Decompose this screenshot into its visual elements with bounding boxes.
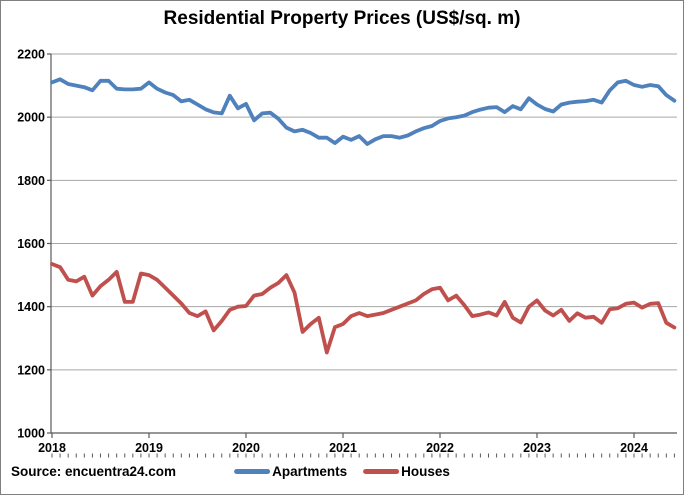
y-axis-label: 1400 <box>17 300 45 314</box>
x-axis-label: 2022 <box>426 441 454 455</box>
x-axis-label: 2023 <box>523 441 551 455</box>
x-axis-label: 2019 <box>135 441 163 455</box>
legend-label-houses: Houses <box>401 464 450 479</box>
legend-label-apartments: Apartments <box>272 464 348 479</box>
legend-item-houses: Houses <box>363 464 450 479</box>
chart-title: Residential Property Prices (US$/sq. m) <box>163 8 521 29</box>
y-axis-label: 2000 <box>17 111 45 125</box>
y-axis-label: 2200 <box>17 48 45 62</box>
source-credit: Source: encuentra24.com <box>11 464 177 479</box>
y-axis-label: 1800 <box>17 174 45 188</box>
houses-series-line <box>50 262 677 355</box>
chart-legend: Apartments Houses <box>234 464 450 479</box>
apartments-series-line <box>50 77 677 146</box>
x-axis-label: 2018 <box>38 441 66 455</box>
x-axis-label: 2020 <box>232 441 260 455</box>
apartments-line-swatch-icon <box>234 469 271 474</box>
y-axis-label: 1200 <box>17 363 45 377</box>
legend-item-apartments: Apartments <box>234 464 347 479</box>
houses-line-swatch-icon <box>363 469 400 474</box>
y-axis-label: 1600 <box>17 237 45 251</box>
x-axis-label: 2021 <box>329 441 357 455</box>
x-axis-label: 2024 <box>620 441 648 455</box>
y-axis-label: 1000 <box>17 427 45 441</box>
